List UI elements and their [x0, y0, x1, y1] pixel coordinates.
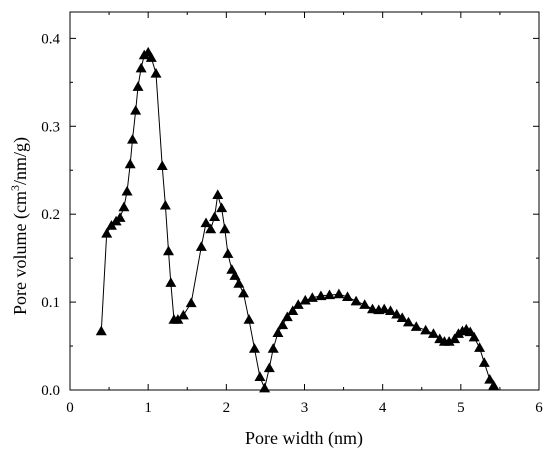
data-point-marker — [267, 343, 279, 353]
data-point-marker — [306, 292, 318, 302]
data-point-marker — [205, 223, 217, 234]
data-point-marker — [259, 382, 271, 393]
y-axis-label-superscript: 3 — [8, 185, 22, 191]
x-tick-label: 6 — [535, 400, 543, 416]
data-point-marker — [277, 319, 289, 330]
data-point-marker — [420, 324, 432, 335]
y-tick-label: 0.3 — [41, 119, 60, 135]
data-point-marker — [341, 291, 353, 301]
data-point-marker — [484, 373, 496, 384]
x-tick-label: 0 — [66, 400, 74, 416]
data-point-marker — [229, 270, 241, 280]
x-tick-label: 1 — [144, 400, 152, 416]
y-tick-label: 0.1 — [41, 295, 60, 311]
data-point-marker — [333, 288, 345, 299]
data-point-marker — [238, 287, 250, 298]
data-point-marker — [488, 380, 500, 390]
data-point-marker — [299, 294, 311, 305]
y-axis-label: Pore volume (cm3/nm/g) — [8, 137, 31, 315]
y-axis-label-main: Pore volume (cm — [10, 191, 31, 315]
series-markers — [95, 46, 500, 393]
data-point-marker — [200, 217, 212, 228]
data-point-marker — [464, 326, 476, 337]
data-point-marker — [391, 308, 403, 319]
x-tick-label: 5 — [457, 400, 465, 416]
data-point-marker — [130, 104, 142, 115]
data-point-marker — [162, 245, 174, 256]
data-point-marker — [281, 311, 293, 322]
data-point-marker — [359, 299, 371, 309]
data-point-marker — [263, 362, 275, 373]
data-point-marker — [124, 158, 136, 169]
data-point-marker — [185, 297, 197, 308]
data-point-marker — [165, 277, 177, 287]
data-point-marker — [272, 327, 284, 337]
data-point-marker — [219, 223, 231, 234]
x-axis-label: Pore width (nm) — [245, 428, 363, 449]
data-point-marker — [212, 189, 224, 199]
data-point-marker — [114, 212, 126, 222]
data-point-marker — [324, 289, 336, 300]
data-point-marker — [443, 336, 455, 346]
data-point-marker — [135, 62, 147, 73]
data-point-marker — [384, 305, 396, 316]
data-point-marker — [209, 211, 221, 221]
data-point-marker — [195, 241, 207, 251]
data-point-marker — [254, 371, 266, 381]
data-point-marker — [292, 299, 304, 309]
data-point-marker — [177, 309, 189, 320]
data-point-marker — [121, 185, 133, 196]
data-point-marker — [410, 321, 422, 331]
data-point-marker — [287, 305, 299, 316]
data-point-marker — [150, 68, 162, 78]
data-point-marker — [127, 133, 139, 144]
data-point-marker — [350, 295, 362, 306]
y-tick-label: 0.0 — [41, 383, 60, 399]
data-point-marker — [468, 331, 480, 342]
data-point-marker — [101, 228, 113, 238]
data-point-marker — [222, 248, 234, 258]
data-point-marker — [315, 290, 327, 301]
data-point-marker — [159, 199, 171, 210]
x-axis-ticks: 0 1 2 3 4 5 6 — [66, 12, 543, 416]
data-point-marker — [474, 342, 486, 352]
data-point-marker — [216, 202, 228, 213]
data-point-marker — [172, 314, 184, 324]
data-point-marker — [118, 201, 130, 212]
data-point-marker — [378, 303, 390, 314]
data-point-marker — [95, 325, 107, 336]
data-point-marker — [478, 357, 490, 367]
data-point-marker — [145, 52, 157, 62]
y-tick-label: 0.4 — [41, 31, 60, 47]
data-point-marker — [402, 316, 414, 327]
y-axis-label-unit: /nm/g) — [10, 137, 31, 185]
data-point-marker — [248, 343, 260, 353]
data-point-marker — [233, 278, 245, 288]
data-point-marker — [132, 81, 144, 91]
x-tick-label: 2 — [223, 400, 231, 416]
data-point-marker — [427, 328, 439, 338]
x-tick-label: 3 — [301, 400, 309, 416]
y-axis-ticks: 0.0 0.1 0.2 0.3 0.4 — [41, 31, 539, 399]
data-point-marker — [156, 160, 168, 170]
y-tick-label: 0.2 — [41, 207, 60, 223]
data-point-marker — [396, 312, 408, 323]
data-point-marker — [449, 333, 461, 344]
data-point-marker — [243, 314, 255, 324]
x-tick-label: 4 — [379, 400, 387, 416]
